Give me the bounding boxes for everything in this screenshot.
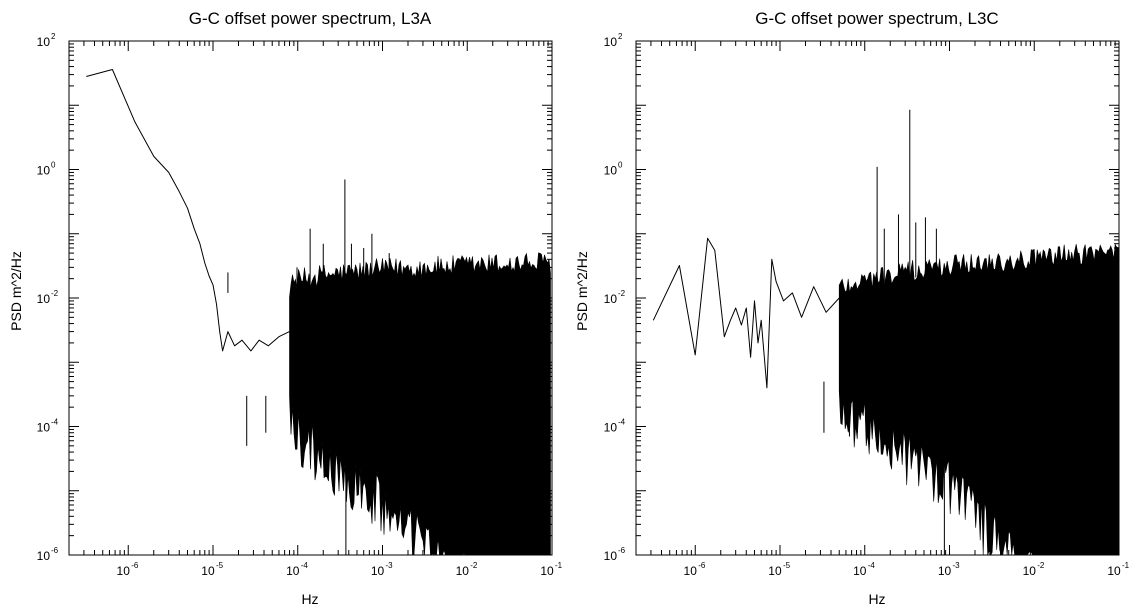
- x-tick-label-exponent: -2: [1037, 561, 1045, 570]
- x-tick-label: 10: [938, 564, 952, 578]
- y-tick-label-exponent: -6: [618, 546, 626, 555]
- x-tick-label-exponent: -2: [470, 561, 478, 570]
- y-tick-label-exponent: -2: [618, 289, 626, 298]
- x-tick-label-exponent: -5: [216, 561, 224, 570]
- x-tick-label-exponent: -4: [301, 561, 309, 570]
- y-tick-label-exponent: -6: [51, 546, 59, 555]
- chart-marks-l3c: 10 -6 10 -5 10 -4 10 -3 10 -2 10 -110 210 010 -210 -410…: [604, 32, 1130, 578]
- x-tick-label-exponent: -5: [783, 561, 791, 570]
- x-tick-label: 10: [1023, 564, 1037, 578]
- chart-marks-l3a: 10 -6 10 -5 10 -4 10 -3 10 -2 10 -110 210 010 -210 -410…: [37, 32, 563, 578]
- y-tick-label: 10: [604, 35, 618, 49]
- y-tick-label: 10: [37, 164, 51, 178]
- x-tick-label-exponent: -1: [1122, 561, 1130, 570]
- series-noise-band: [289, 252, 551, 556]
- x-axis-label-l3a: Hz: [301, 591, 318, 607]
- x-tick-label-exponent: -1: [555, 561, 563, 570]
- y-tick-label-exponent: -4: [618, 418, 626, 427]
- y-tick-label: 10: [37, 549, 51, 563]
- chart-panel-l3a: G-C offset power spectrum, L3A Hz PSD m^…: [8, 9, 563, 607]
- x-tick-label: 10: [117, 564, 131, 578]
- y-axis-label-l3c: PSD m^2/Hz: [574, 251, 590, 331]
- y-tick-label-exponent: 2: [51, 32, 56, 41]
- chart-panel-l3c: G-C offset power spectrum, L3C Hz PSD m^…: [574, 9, 1130, 607]
- y-tick-label-exponent: -2: [51, 289, 59, 298]
- x-tick-label: 10: [456, 564, 470, 578]
- x-tick-label-exponent: -3: [952, 561, 960, 570]
- y-tick-label: 10: [604, 164, 618, 178]
- x-tick-label-exponent: -3: [385, 561, 393, 570]
- x-tick-label: 10: [684, 564, 698, 578]
- y-tick-label: 10: [37, 35, 51, 49]
- y-tick-label-exponent: -4: [51, 418, 59, 427]
- y-tick-label-exponent: 0: [51, 161, 56, 170]
- series-line: [86, 69, 290, 352]
- y-tick-label-exponent: 0: [618, 161, 623, 170]
- x-tick-label: 10: [1107, 564, 1121, 578]
- y-tick-label: 10: [37, 421, 51, 435]
- x-tick-label-exponent: -4: [868, 561, 876, 570]
- x-tick-label: 10: [540, 564, 554, 578]
- x-tick-label: 10: [201, 564, 215, 578]
- x-tick-label-exponent: -6: [698, 561, 706, 570]
- series-line: [652, 237, 840, 389]
- chart-title-l3c: G-C offset power spectrum, L3C: [755, 9, 998, 28]
- y-tick-label: 10: [604, 292, 618, 306]
- x-axis-label-l3c: Hz: [868, 591, 885, 607]
- series-noise-band: [838, 243, 1119, 556]
- y-tick-label: 10: [604, 421, 618, 435]
- y-tick-label: 10: [37, 292, 51, 306]
- x-tick-label: 10: [286, 564, 300, 578]
- x-tick-label-exponent: -6: [131, 561, 139, 570]
- x-tick-label: 10: [853, 564, 867, 578]
- y-axis-label-l3a: PSD m^2/Hz: [8, 251, 24, 331]
- y-tick-label-exponent: 2: [618, 32, 623, 41]
- y-tick-label: 10: [604, 549, 618, 563]
- chart-title-l3a: G-C offset power spectrum, L3A: [189, 9, 432, 28]
- x-tick-label: 10: [371, 564, 385, 578]
- x-tick-label: 10: [768, 564, 782, 578]
